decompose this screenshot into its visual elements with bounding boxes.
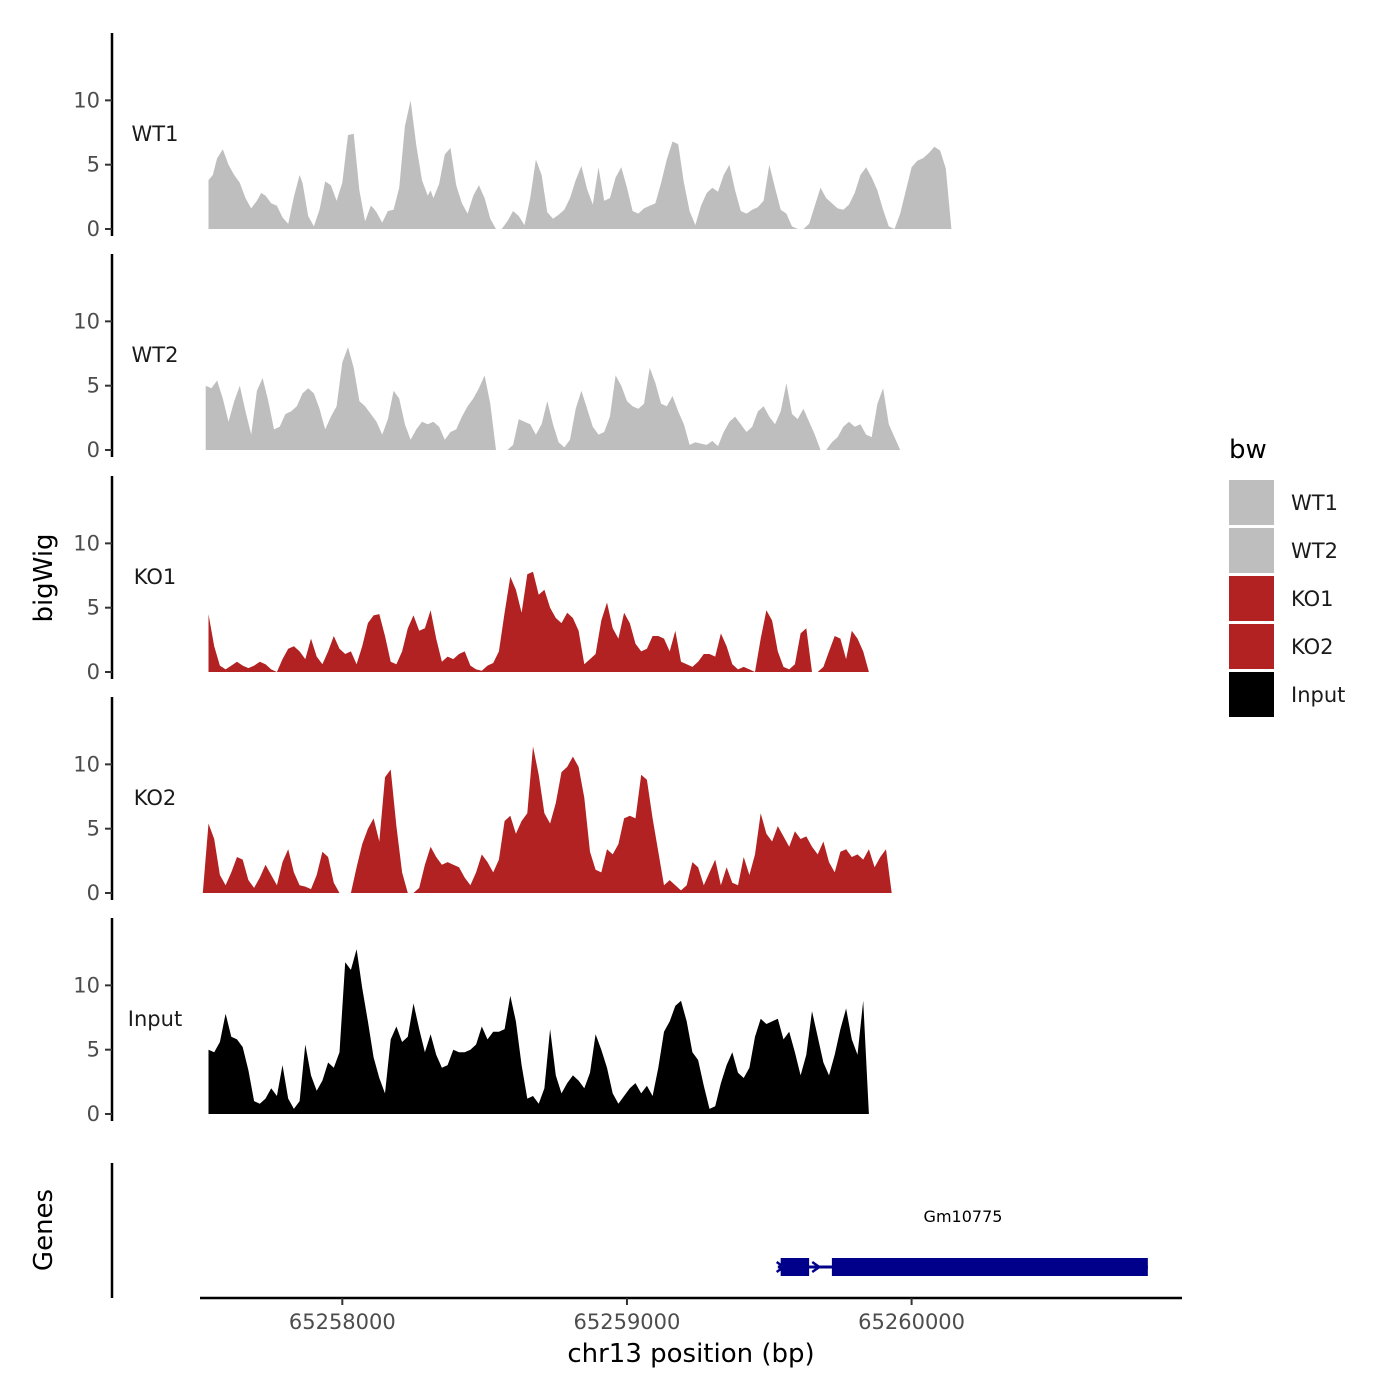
x-tick-label: 65259000 <box>574 1310 681 1334</box>
coverage-area-wt1 <box>208 100 952 230</box>
track-name-label: Input <box>128 1007 182 1031</box>
legend-entries: WT1 WT2 KO1 KO2 Input <box>1229 480 1345 717</box>
y-tick-label: 0 <box>87 438 100 462</box>
legend-label-ko2: KO2 <box>1291 635 1334 659</box>
legend-label-input: Input <box>1291 683 1345 707</box>
gene-label: Gm10775 <box>924 1207 1003 1226</box>
track-wt1: 0 5 10 WT1 <box>73 33 952 241</box>
y-tick-label: 5 <box>87 153 100 177</box>
y-tick-label: 0 <box>87 660 100 684</box>
y-tick-label: 10 <box>73 309 100 333</box>
y-tick-label: 5 <box>87 374 100 398</box>
x-tick-label: 65258000 <box>289 1310 396 1334</box>
x-axis: 65258000 65259000 65260000 chr13 position … <box>200 1296 1182 1369</box>
coverage-area-ko2 <box>202 746 892 893</box>
legend-swatch-ko2 <box>1229 624 1274 669</box>
legend-label-ko1: KO1 <box>1291 587 1334 611</box>
y-tick-label: 10 <box>73 752 100 776</box>
track-name-label: WT2 <box>132 343 179 367</box>
track-name-label: KO2 <box>134 786 177 810</box>
coverage-area-wt2 <box>205 347 901 450</box>
y-tick-label: 10 <box>73 973 100 997</box>
y-axis-title: bigWig <box>29 533 59 622</box>
legend-swatch-wt2 <box>1229 528 1274 573</box>
y-tick-label: 10 <box>73 531 100 555</box>
genes-axis-title: Genes <box>29 1189 59 1271</box>
track-name-label: WT1 <box>132 122 179 146</box>
track-ko2: 0 5 10 KO2 <box>73 697 892 905</box>
genes-panel: Genes Gm10775 <box>29 1163 1148 1298</box>
x-tick-label: 65260000 <box>858 1310 965 1334</box>
legend: bw WT1 WT2 KO1 KO2 Input <box>1229 435 1345 717</box>
x-axis-ticks: 65258000 65259000 65260000 <box>289 1298 965 1334</box>
y-tick-label: 0 <box>87 1102 100 1126</box>
track-name-label: KO1 <box>134 565 177 589</box>
track-ko1: 0 5 10 KO1 <box>73 476 869 684</box>
y-tick-label: 5 <box>87 817 100 841</box>
y-tick-label: 5 <box>87 596 100 620</box>
gene-exon <box>831 1258 1148 1276</box>
y-tick-label: 5 <box>87 1038 100 1062</box>
x-axis-title: chr13 position (bp) <box>567 1339 814 1369</box>
legend-label-wt2: WT2 <box>1291 539 1338 563</box>
y-tick-label: 0 <box>87 881 100 905</box>
gene-model <box>775 1258 1148 1276</box>
y-tick-label: 0 <box>87 217 100 241</box>
gene-strand-arrow <box>811 1260 822 1274</box>
legend-label-wt1: WT1 <box>1291 491 1338 515</box>
coverage-area-ko1 <box>208 571 869 672</box>
gene-strand-arrow <box>775 1260 786 1274</box>
legend-title: bw <box>1229 435 1267 465</box>
track-wt2: 0 5 10 WT2 <box>73 254 901 462</box>
gene-exon <box>780 1258 810 1276</box>
legend-swatch-ko1 <box>1229 576 1274 621</box>
legend-swatch-wt1 <box>1229 480 1274 525</box>
track-input: 0 5 10 Input <box>73 918 869 1126</box>
bigwig-tracks: 0 5 10 WT1 0 5 10 WT2 0 5 10 KO1 0 5 10 KO2 0 5 10 Input <box>73 33 952 1126</box>
legend-swatch-input <box>1229 672 1274 717</box>
coverage-area-input <box>208 949 869 1114</box>
y-tick-label: 10 <box>73 88 100 112</box>
